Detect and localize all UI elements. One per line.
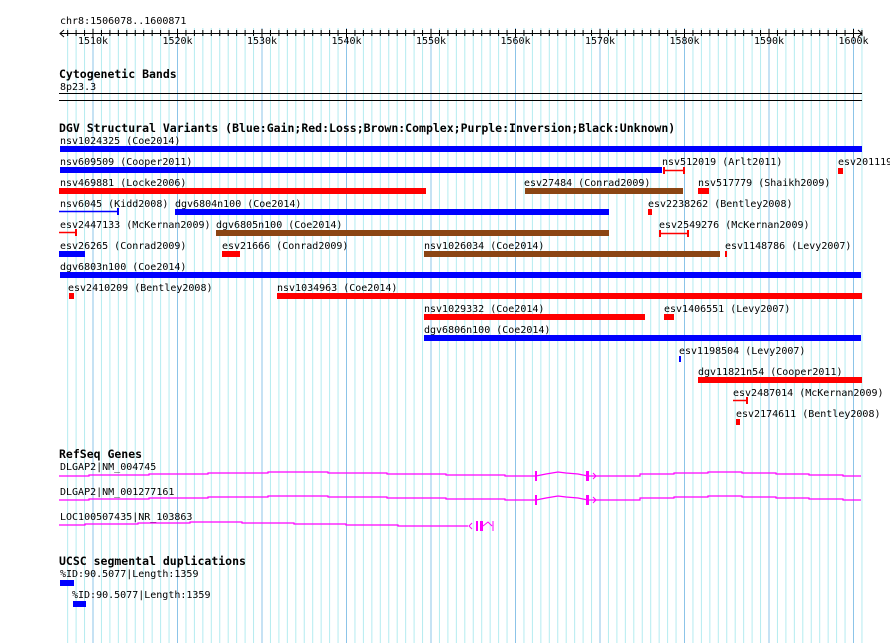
sv-feature-loss[interactable] — [698, 377, 862, 383]
gene-label: DLGAP2|NM_004745 — [60, 462, 156, 473]
sv-feature-complex[interactable] — [424, 251, 720, 257]
cytoband-track-title: Cytogenetic Bands — [59, 67, 177, 81]
sv-label: dgv11821n54 (Cooper2011) — [698, 367, 843, 378]
strand-arrow-icon — [592, 496, 597, 504]
sv-label: esv2238262 (Bentley2008) — [648, 199, 793, 210]
exon — [535, 471, 537, 481]
sv-label: esv2410209 (Bentley2008) — [68, 283, 213, 294]
segdup-label: %ID:90.5077|Length:1359 — [60, 569, 198, 580]
segdup-label: %ID:90.5077|Length:1359 — [72, 590, 210, 601]
sv-feature-loss[interactable] — [59, 188, 426, 194]
ruler-tick-label: 1520k — [162, 36, 192, 47]
sv-feature-complex[interactable] — [216, 230, 609, 236]
sv-feature-gain[interactable] — [175, 209, 609, 215]
segdup-track-title: UCSC segmental duplications — [59, 554, 246, 568]
exon — [476, 521, 478, 531]
sv-feature-loss[interactable] — [664, 314, 674, 320]
sv-label: dgv6805n100 (Coe2014) — [216, 220, 342, 231]
ruler-tick-label: 1530k — [247, 36, 277, 47]
sv-feature-gain[interactable] — [60, 272, 861, 278]
sv-label: esv1148786 (Levy2007) — [725, 241, 851, 252]
sv-feature-loss[interactable] — [698, 188, 709, 194]
sv-feature-loss[interactable] — [663, 167, 685, 174]
region-label: chr8:1506078..1600871 — [60, 16, 186, 27]
sv-label: nsv512019 (Arlt2011) — [662, 157, 782, 168]
gene-label: LOC100507435|NR_103863 — [60, 512, 192, 523]
exon — [535, 495, 537, 505]
sv-label: esv26265 (Conrad2009) — [60, 241, 186, 252]
sv-feature-gain[interactable] — [424, 335, 861, 341]
sv-label: esv2487014 (McKernan2009) — [733, 388, 884, 399]
sv-feature-complex[interactable] — [525, 188, 683, 194]
sv-feature-loss[interactable] — [648, 209, 652, 215]
ruler-tick-label: 1550k — [416, 36, 446, 47]
sv-feature-gain[interactable] — [60, 167, 662, 173]
exon — [482, 521, 494, 531]
sv-feature-loss[interactable] — [59, 229, 77, 236]
sv-label: esv1406551 (Levy2007) — [664, 304, 790, 315]
sv-label: esv27484 (Conrad2009) — [524, 178, 650, 189]
sv-label: nsv1034963 (Coe2014) — [277, 283, 397, 294]
dgv-track-title: DGV Structural Variants (Blue:Gain;Red:L… — [59, 121, 675, 135]
sv-label: nsv517779 (Shaikh2009) — [698, 178, 830, 189]
sv-feature-gain[interactable] — [59, 208, 119, 215]
gene-model[interactable] — [59, 495, 861, 505]
sv-feature-gain[interactable] — [60, 146, 862, 152]
exon — [480, 521, 483, 531]
sv-label: nsv1026034 (Coe2014) — [424, 241, 544, 252]
refseq-track-title: RefSeq Genes — [59, 447, 142, 461]
gene-model[interactable] — [59, 521, 494, 531]
sv-feature-loss[interactable] — [838, 168, 843, 174]
strand-arrow-icon — [592, 472, 597, 480]
refseq-track: DLGAP2|NM_004745 DLGAP2|NM_001277161 LOC10… — [59, 462, 861, 531]
sv-label: nsv609509 (Cooper2011) — [60, 157, 192, 168]
strand-arrow-icon — [468, 522, 473, 530]
sv-label: nsv6045 (Kidd2008) — [60, 199, 168, 210]
exon — [586, 471, 589, 481]
ruler-tick-label: 1600k — [838, 36, 868, 47]
sv-label: nsv469881 (Locke2006) — [60, 178, 186, 189]
sv-label: esv1198504 (Levy2007) — [679, 346, 805, 357]
segdup-feature[interactable] — [60, 580, 74, 586]
dgv-track: nsv1024325 (Coe2014) nsv609509 (Cooper201… — [59, 136, 890, 425]
sv-feature-gain[interactable] — [59, 251, 85, 257]
ruler-tick-label: 1510k — [78, 36, 108, 47]
ruler[interactable]: 1510k 1520k 1530k 1540k 1550k 1560k 1570k 1580k… — [59, 29, 869, 47]
sv-label: dgv6804n100 (Coe2014) — [175, 199, 301, 210]
sv-label: esv21666 (Conrad2009) — [222, 241, 348, 252]
ruler-tick-label: 1570k — [585, 36, 615, 47]
sv-feature-loss[interactable] — [222, 251, 240, 257]
ruler-arrow-icon[interactable] — [59, 29, 863, 38]
cytoband-label: 8p23.3 — [60, 82, 96, 93]
sv-label: esv2174611 (Bentley2008) — [736, 409, 881, 420]
ruler-tick-label: 1560k — [500, 36, 530, 47]
segdup-feature[interactable] — [73, 601, 86, 607]
ruler-tick-label: 1580k — [669, 36, 699, 47]
sv-feature-loss[interactable] — [733, 397, 748, 404]
sv-label: dgv6803n100 (Coe2014) — [60, 262, 186, 273]
gene-model[interactable] — [59, 471, 861, 481]
sv-label: esv201119 — [838, 157, 890, 168]
sv-feature-loss[interactable] — [424, 314, 645, 320]
ruler-tick-label: 1540k — [331, 36, 361, 47]
sv-feature-loss[interactable] — [69, 293, 74, 299]
gene-label: DLGAP2|NM_001277161 — [60, 487, 174, 498]
sv-label: nsv1029332 (Coe2014) — [424, 304, 544, 315]
sv-label: esv2549276 (McKernan2009) — [659, 220, 810, 231]
sv-feature-loss[interactable] — [736, 419, 740, 425]
sv-label: esv2447133 (McKernan2009) — [60, 220, 211, 231]
sv-feature-loss[interactable] — [725, 251, 727, 257]
sv-feature-loss[interactable] — [659, 230, 689, 237]
sv-label: dgv6806n100 (Coe2014) — [424, 325, 550, 336]
exon — [586, 495, 589, 505]
ruler-tick-label: 1590k — [754, 36, 784, 47]
sv-label: nsv1024325 (Coe2014) — [60, 136, 180, 147]
sv-feature-gain[interactable] — [679, 356, 681, 362]
sv-feature-loss[interactable] — [277, 293, 862, 299]
